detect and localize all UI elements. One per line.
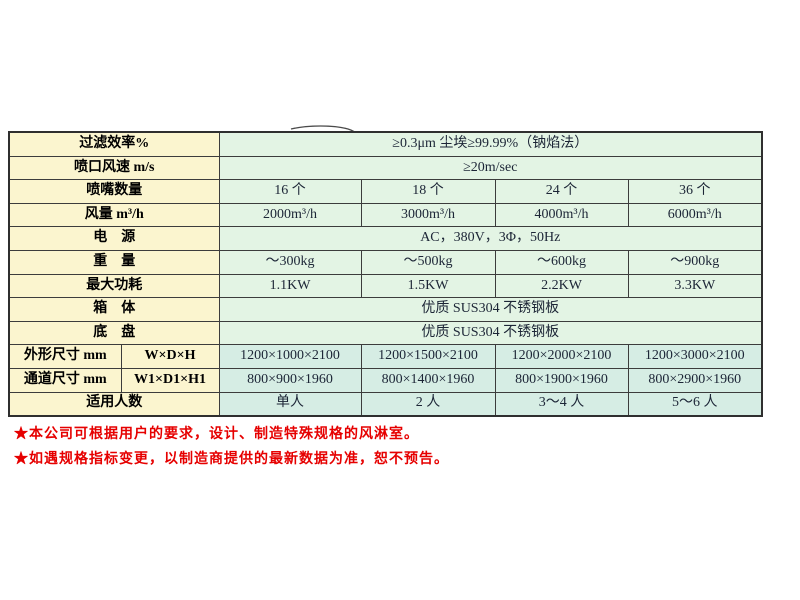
row-value-cell: 2 人 [360, 391, 496, 417]
row-merged-value: ≥20m/sec [218, 155, 763, 181]
row-value-cell: 1.5KW [360, 273, 496, 299]
row-value-cell: 1200×1000×2100 [218, 344, 362, 369]
row-value-cell: 36 个 [627, 179, 763, 204]
row-value-cell: 24 个 [494, 179, 629, 204]
row-merged-value: AC，380V，3Φ，50Hz [218, 226, 763, 251]
table-row: 喷嘴数量 16 个 18 个 24 个 36 个 [8, 179, 763, 204]
row-label: 过滤效率% [8, 131, 220, 157]
row-label: 喷口风速 m/s [8, 155, 220, 181]
table-row: 过滤效率% ≥0.3μm 尘埃≥99.99%（钠焰法） [8, 131, 763, 157]
row-value-cell: 16 个 [218, 179, 362, 204]
row-value-cell: 单人 [218, 391, 362, 417]
row-value-cell: ～500kg [360, 249, 496, 275]
footnote-spec-change: ★如遇规格指标变更，以制造商提供的最新数据为准，恕不预告。 [14, 452, 449, 467]
table-row: 适用人数 单人 2 人 3～4 人 5～6 人 [8, 391, 763, 417]
row-label: 外形尺寸 mm [8, 344, 122, 369]
row-value-cell: 1200×3000×2100 [627, 344, 763, 369]
row-value-cell: 3～4 人 [494, 391, 629, 417]
row-merged-value: 优质 SUS304 不锈钢板 [218, 297, 763, 322]
row-value-cell: ～600kg [494, 249, 629, 275]
row-label: 通道尺寸 mm [8, 367, 122, 393]
table-row: 电 源 AC，380V，3Φ，50Hz [8, 226, 763, 251]
row-value-cell: 3000m³/h [360, 202, 496, 228]
row-label: 重 量 [8, 249, 220, 275]
row-sublabel: W×D×H [120, 344, 220, 369]
row-label: 适用人数 [8, 391, 220, 417]
table-row: 通道尺寸 mm W1×D1×H1 800×900×1960 800×1400×1960… [8, 367, 763, 393]
table-row: 箱 体优质 SUS304 不锈钢板 [8, 297, 763, 322]
row-value-cell: 4000m³/h [494, 202, 629, 228]
table-row: 喷口风速 m/s ≥20m/sec [8, 155, 763, 181]
row-label: 最大功耗 [8, 273, 220, 299]
row-value-cell: 3.3KW [627, 273, 763, 299]
row-label: 箱 体 [8, 297, 220, 322]
row-label: 底 盘 [8, 320, 220, 346]
row-merged-value: 优质 SUS304 不锈钢板 [218, 320, 763, 346]
row-sublabel: W1×D1×H1 [120, 367, 220, 393]
table-row: 外形尺寸 mm W×D×H 1200×1000×2100 1200×1500×2100… [8, 344, 763, 369]
row-value-cell: ～900kg [627, 249, 763, 275]
row-value-cell: 2000m³/h [218, 202, 362, 228]
row-label: 喷嘴数量 [8, 179, 220, 204]
row-value-cell: 2.2KW [494, 273, 629, 299]
row-value-cell: 18 个 [360, 179, 496, 204]
row-value-cell: 800×1400×1960 [360, 367, 496, 393]
table-row: 风量 m³/h 2000m³/h 3000m³/h 4000m³/h 6000m³/h [8, 202, 763, 228]
row-value-cell: 5～6 人 [627, 391, 763, 417]
row-label: 风量 m³/h [8, 202, 220, 228]
footnote-custom-design: ★本公司可根据用户的要求，设计、制造特殊规格的风淋室。 [14, 427, 419, 442]
table-row: 重 量～300kg ～500kg ～600kg ～900kg [8, 249, 763, 275]
table-row: 底 盘优质 SUS304 不锈钢板 [8, 320, 763, 346]
row-value-cell: ～300kg [218, 249, 362, 275]
row-value-cell: 1.1KW [218, 273, 362, 299]
row-value-cell: 800×1900×1960 [494, 367, 629, 393]
row-label: 电 源 [8, 226, 220, 251]
row-value-cell: 1200×1500×2100 [360, 344, 496, 369]
row-value-cell: 800×900×1960 [218, 367, 362, 393]
row-value-cell: 1200×2000×2100 [494, 344, 629, 369]
row-value-cell: 800×2900×1960 [627, 367, 763, 393]
air-shower-spec-table: 过滤效率% ≥0.3μm 尘埃≥99.99%（钠焰法） 喷口风速 m/s ≥20m/s… [8, 131, 763, 418]
table-row: 最大功耗 1.1KW 1.5KW 2.2KW 3.3KW [8, 273, 763, 299]
row-merged-value: ≥0.3μm 尘埃≥99.99%（钠焰法） [218, 131, 763, 157]
row-value-cell: 6000m³/h [627, 202, 763, 228]
